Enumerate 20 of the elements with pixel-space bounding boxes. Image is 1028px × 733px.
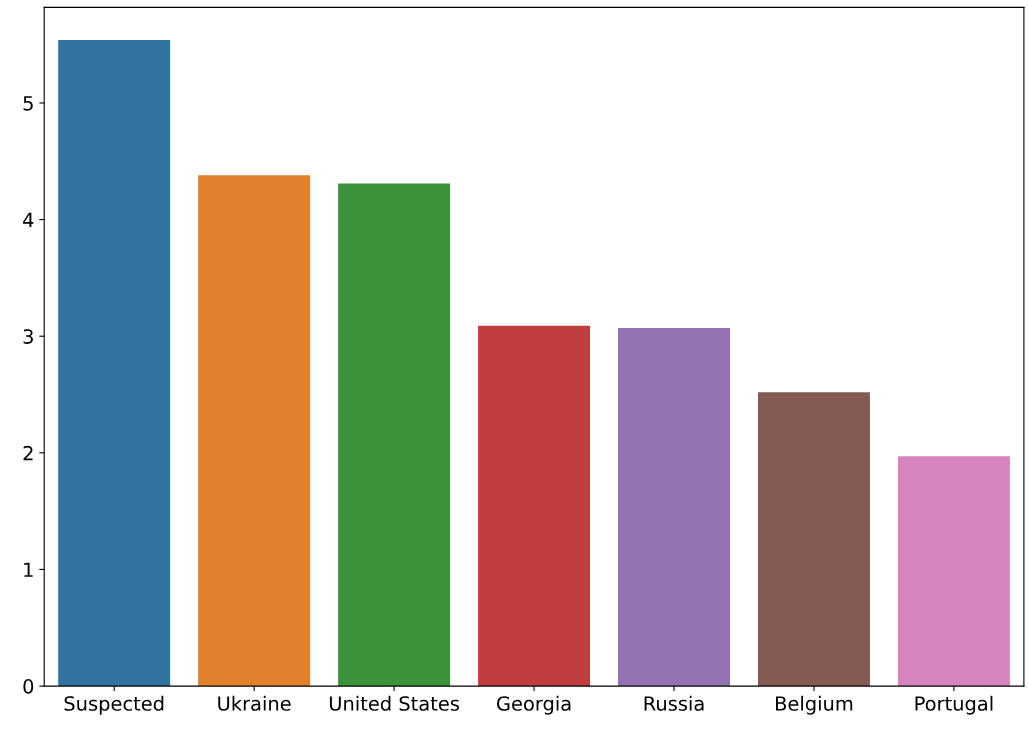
y-tick-label: 5	[23, 96, 33, 111]
y-tick-label: 0	[23, 679, 34, 694]
x-tick-label: United States	[329, 695, 459, 711]
bar	[198, 175, 311, 687]
bar	[338, 183, 451, 687]
x-tick-label: Portugal	[915, 695, 993, 715]
y-tick-label: 1	[24, 562, 33, 577]
bar	[618, 328, 730, 687]
bar	[58, 39, 171, 687]
x-tick-label: Russia	[644, 695, 704, 711]
y-tick-label: 2	[23, 445, 33, 461]
x-tick-label: Georgia	[497, 695, 571, 715]
y-tick-label: 3	[23, 329, 33, 344]
bar	[757, 392, 870, 687]
x-tick-label: Belgium	[776, 695, 853, 715]
x-tick-label: Suspected	[64, 695, 164, 715]
y-tick-label: 4	[23, 212, 34, 227]
x-tick-label: Ukraine	[218, 695, 291, 711]
bar	[478, 325, 591, 687]
bar	[897, 456, 1010, 687]
